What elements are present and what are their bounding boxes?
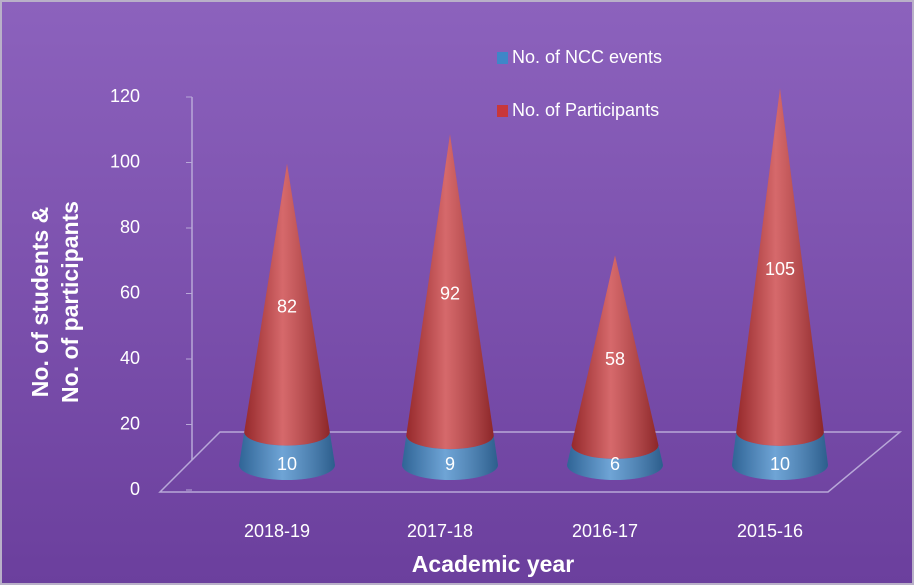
y-tick-label: 80 [120, 217, 140, 237]
data-label: 9 [445, 454, 455, 474]
data-label: 82 [277, 297, 297, 317]
x-axis-title: Academic year [412, 551, 574, 577]
y-tick-label: 40 [120, 348, 140, 368]
legend-label: No. of NCC events [512, 47, 662, 67]
data-label: 58 [605, 349, 625, 369]
cone-shading [736, 88, 824, 446]
data-label: 10 [770, 454, 790, 474]
y-axis-title: No. of students & [27, 207, 53, 397]
x-tick-label: 2018-19 [244, 521, 310, 541]
legend-swatch [497, 52, 508, 64]
cone-shading [239, 432, 335, 480]
floor [158, 431, 903, 493]
cone-shading [406, 134, 494, 450]
cone-shading [732, 432, 828, 480]
x-tick-label: 2016-17 [572, 521, 638, 541]
y-tick-label: 100 [110, 151, 140, 171]
y-tick-label: 20 [120, 413, 140, 433]
data-label: 6 [610, 454, 620, 474]
cone-shading [571, 255, 659, 459]
cone-shading [244, 163, 330, 446]
cone-shading [567, 445, 663, 480]
cone-shading [402, 435, 498, 480]
y-tick-label: 120 [110, 86, 140, 106]
data-label: 105 [765, 259, 795, 279]
y-tick-label: 60 [120, 282, 140, 302]
y-tick-label: 0 [130, 479, 140, 499]
legend-label: No. of Participants [512, 100, 659, 120]
data-label: 10 [277, 454, 297, 474]
data-label: 92 [440, 284, 460, 304]
x-tick-label: 2015-16 [737, 521, 803, 541]
x-tick-label: 2017-18 [407, 521, 473, 541]
y-axis-title: No. of participants [57, 201, 83, 403]
legend-swatch [497, 105, 508, 117]
